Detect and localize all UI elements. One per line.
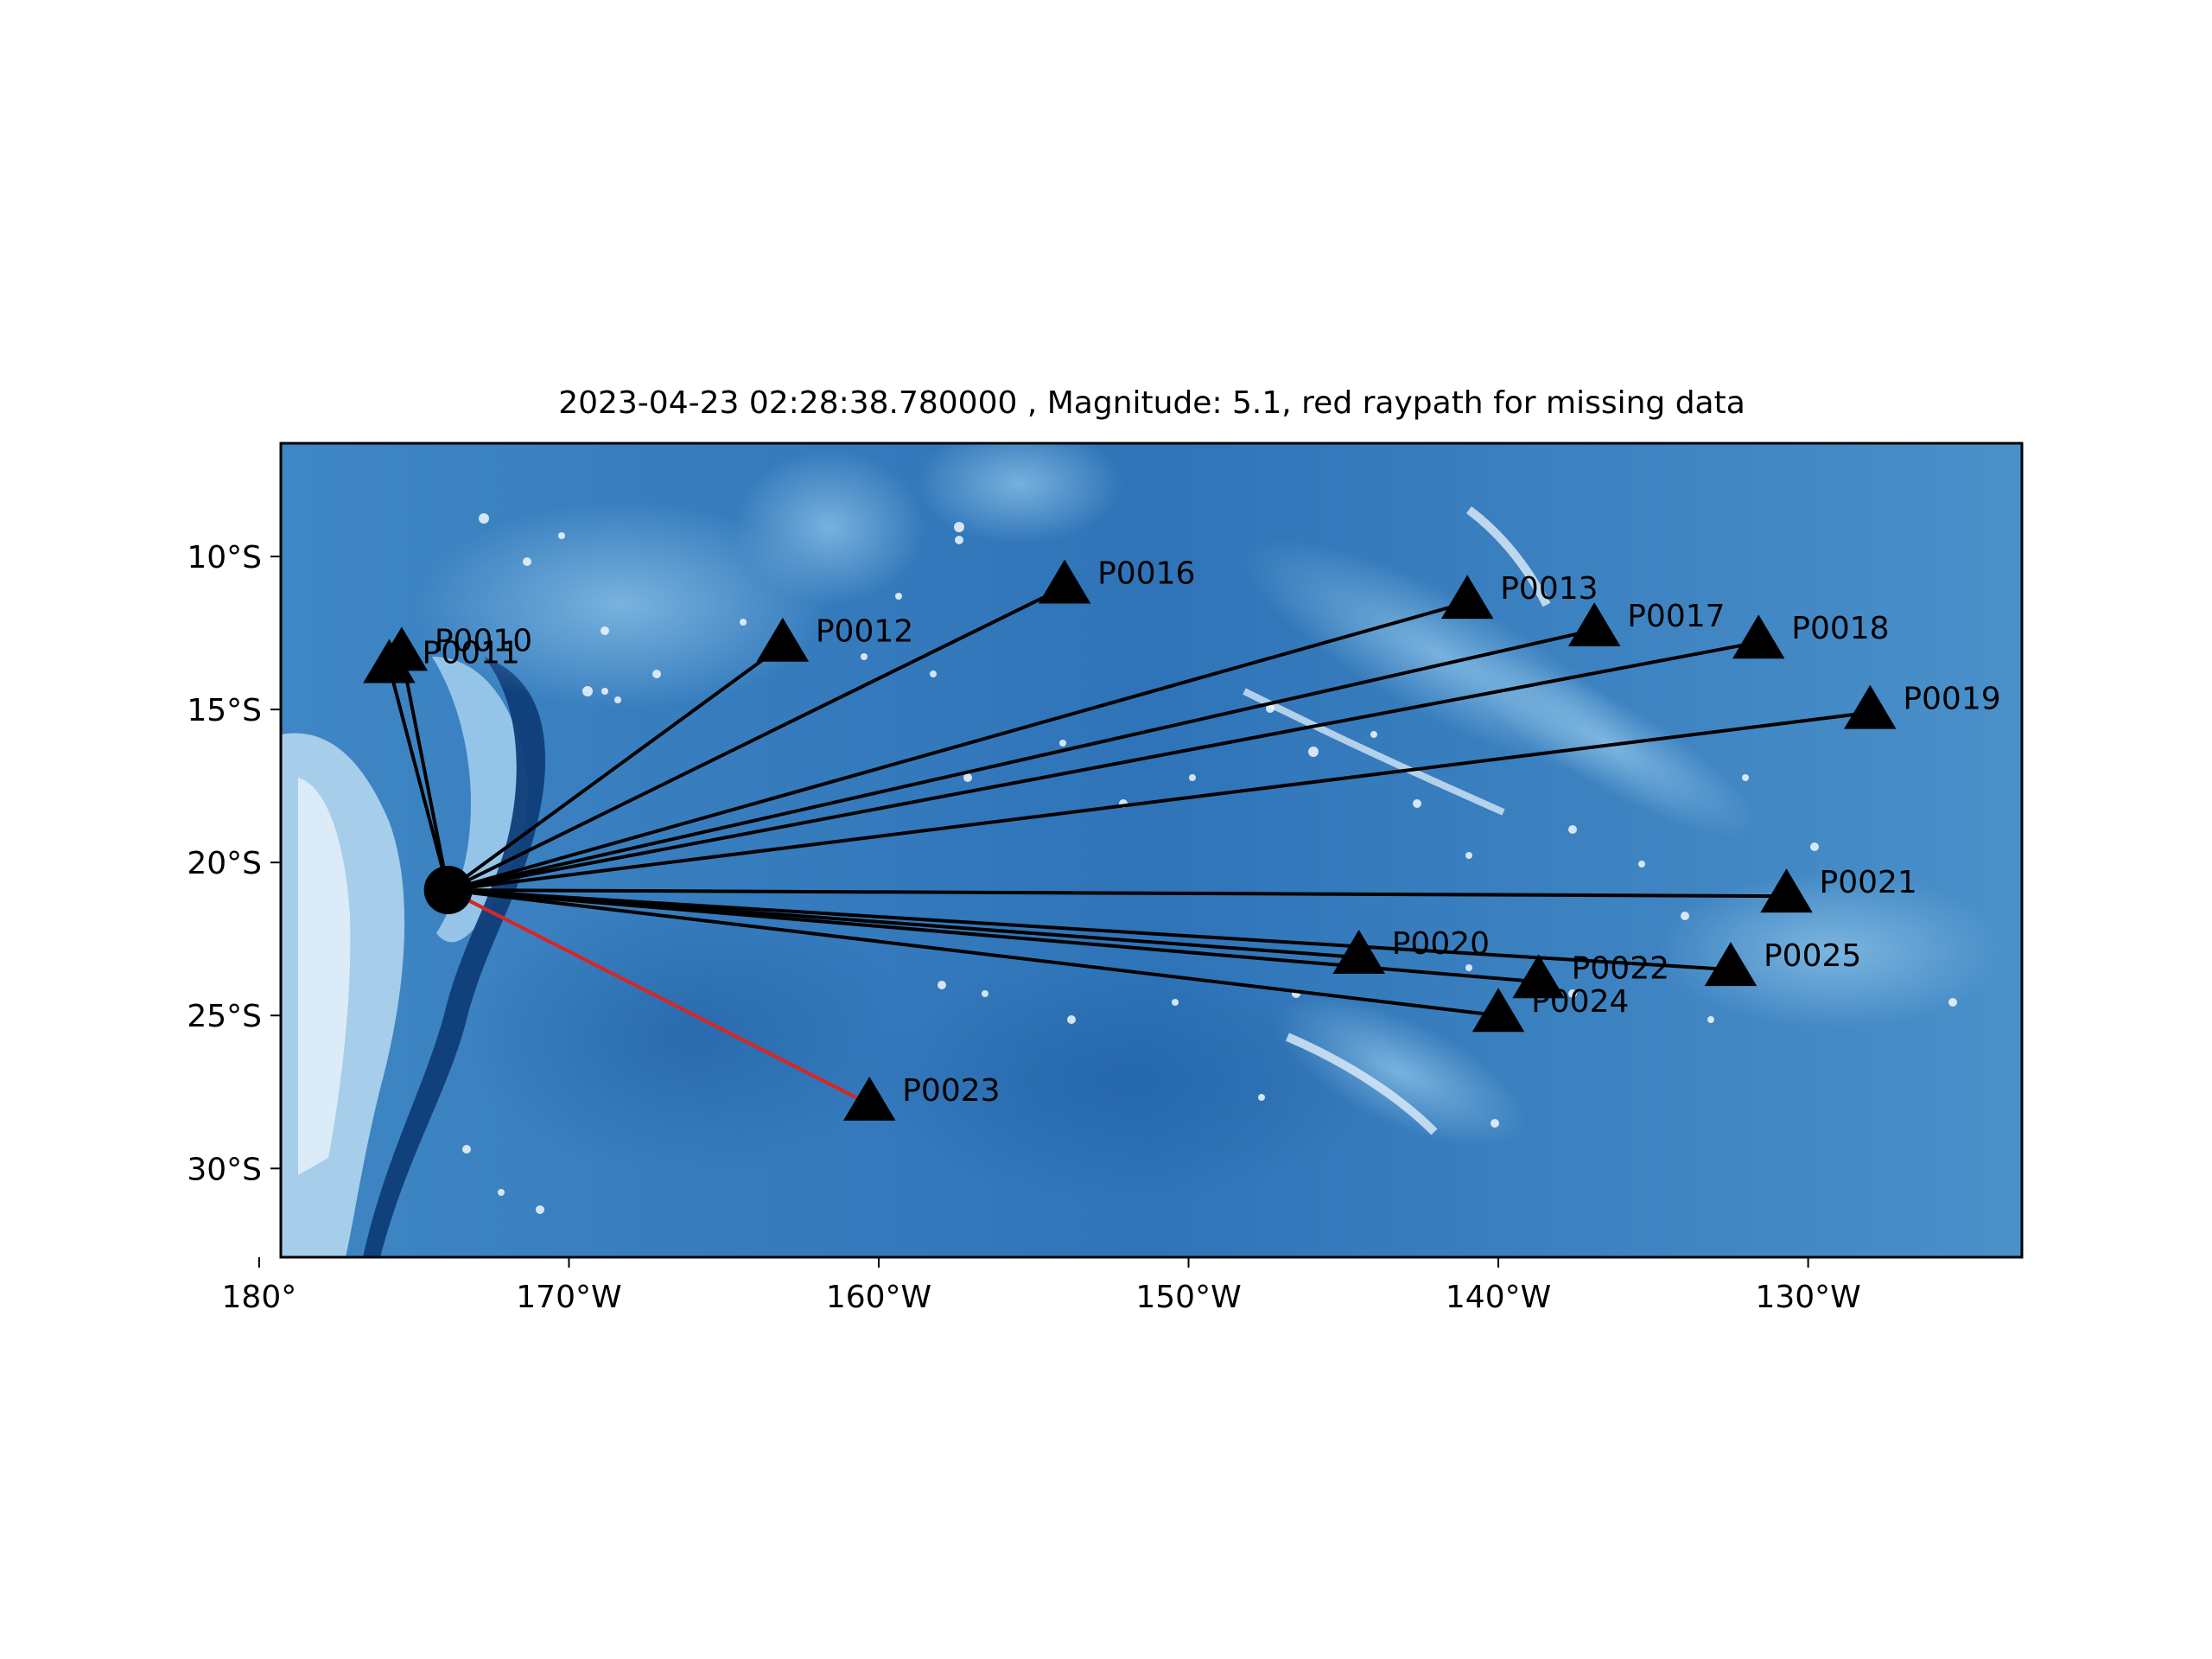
y-tick-label: 10°S [187,540,262,575]
event-marker-group [423,866,473,915]
station-marker-p0022 [1512,954,1565,999]
x-tick-label: 140°W [1446,1280,1551,1315]
station-label-p0016: P0016 [1097,556,1195,591]
raypath-p0011 [387,666,450,891]
bathymetry-background [281,443,2022,1257]
station-label-p0024: P0024 [1531,984,1629,1020]
station-label-p0020: P0020 [1392,926,1490,962]
y-tick-label: 20°S [187,846,262,881]
x-tick-label: 160°W [826,1280,931,1315]
station-marker-p0013 [1440,575,1494,620]
raypath-p0010 [399,653,450,891]
raypath-p0018 [448,640,1759,893]
station-marker-p0018 [1732,614,1785,659]
y-tick-label: 15°S [187,693,262,728]
station-label-p0013: P0013 [1500,571,1598,607]
raypath-p0016 [447,585,1065,892]
x-axis: 180° 170°W 160°W 150°W 140°W 130°W [222,1257,1861,1315]
map-frame [279,442,2024,1259]
x-tick-label: 150°W [1135,1280,1241,1315]
raypath-p0019 [448,710,1871,893]
raypath-p0017 [448,628,1595,892]
raypaths [387,585,1871,1106]
y-tick-label: 25°S [187,999,262,1034]
event-marker [423,866,473,915]
station-marker-p0017 [1567,602,1621,647]
station-label-p0025: P0025 [1764,938,1861,974]
y-tick-label: 30°S [187,1152,262,1187]
x-tick-label: 170°W [516,1280,621,1315]
station-label-p0021: P0021 [1820,865,1917,900]
station-label-p0012: P0012 [816,614,913,650]
station-label-p0019: P0019 [1903,682,2000,717]
y-axis: 10°S 15°S 20°S 25°S 30°S [187,540,281,1187]
raypath-p0025 [448,888,1732,972]
x-tick-label: 130°W [1755,1280,1860,1315]
station-label-p0010: P0010 [435,623,532,658]
station-label-p0023: P0023 [902,1073,1000,1109]
station-label-p0022: P0022 [1572,950,1669,986]
x-tick-label: 180° [222,1280,297,1315]
stations [363,559,1897,1121]
station-marker-p0024 [1471,988,1525,1033]
raypath-p0013 [448,601,1468,892]
station-marker-p0025 [1704,942,1758,987]
station-label-p0017: P0017 [1627,599,1725,634]
map-title: 2023-04-23 02:28:38.780000 , Magnitude: … [558,385,1745,421]
raypath-p0024 [448,888,1499,1018]
station-marker-p0019 [1844,684,1897,729]
raypath-p0021 [448,888,1787,899]
raypath-p0012 [447,644,785,892]
station-marker-p0023 [842,1076,896,1121]
station-marker-p0020 [1332,929,1385,974]
station-label-p0011: P0011 [422,636,519,671]
station-marker-p0011 [363,639,416,683]
station-marker-p0012 [756,617,810,662]
station-marker-p0016 [1038,559,1091,604]
missing-raypath-overlay-p0023 [447,888,871,1106]
station-marker-p0021 [1760,868,1813,913]
station-label-p0018: P0018 [1791,611,1889,646]
